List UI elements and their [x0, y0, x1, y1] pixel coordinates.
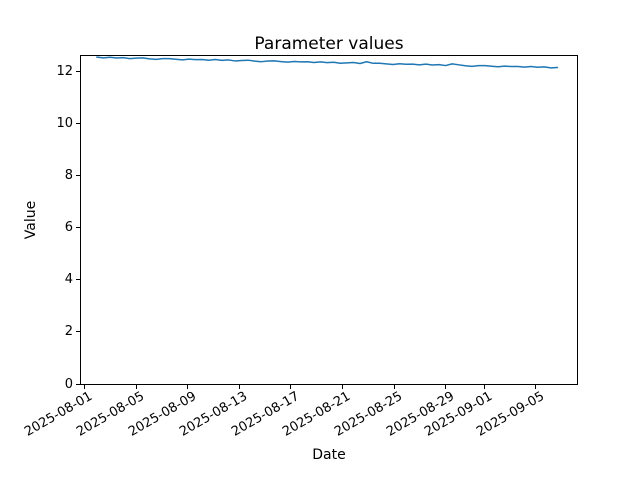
chart-title: Parameter values: [254, 34, 404, 54]
x-tick-mark: [445, 385, 447, 389]
line-chart-canvas: [96, 56, 559, 69]
y-tick-mark: [76, 123, 80, 125]
y-tick-label: 2: [64, 324, 73, 340]
x-tick-mark: [187, 385, 189, 389]
y-tick-label: 12: [56, 64, 73, 80]
y-tick-label: 10: [56, 116, 73, 132]
x-tick-mark: [393, 385, 395, 389]
x-tick-mark: [483, 385, 485, 389]
y-tick-mark: [76, 279, 80, 281]
y-tick-label: 4: [64, 272, 73, 288]
x-tick-mark: [290, 385, 292, 389]
y-tick-mark: [76, 71, 80, 73]
plot-area: [80, 55, 578, 385]
x-tick-mark: [83, 385, 85, 389]
y-axis-label: Value: [23, 200, 39, 240]
y-tick-mark: [76, 227, 80, 229]
y-tick-mark: [76, 383, 80, 385]
y-tick-label: 8: [64, 168, 73, 184]
y-tick-mark: [76, 331, 80, 333]
x-tick-mark: [341, 385, 343, 389]
y-tick-mark: [76, 175, 80, 177]
x-tick-mark: [135, 385, 137, 389]
y-tick-label: 6: [64, 220, 73, 236]
data-series-line: [96, 56, 559, 69]
x-tick-mark: [238, 385, 240, 389]
y-tick-label: 0: [64, 376, 73, 392]
x-tick-mark: [535, 385, 537, 389]
x-axis-label: Date: [312, 447, 346, 463]
